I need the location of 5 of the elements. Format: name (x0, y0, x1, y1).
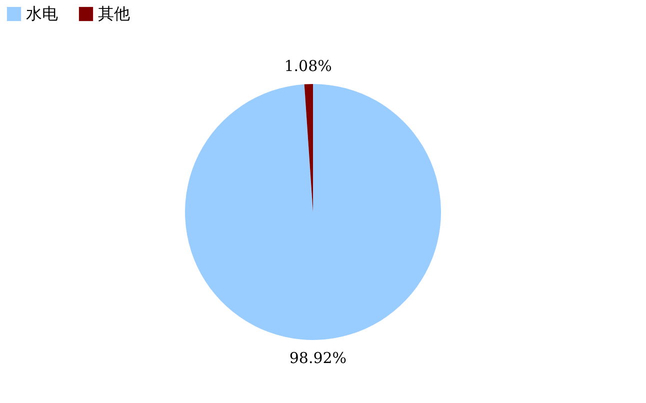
data-label: 98.92% (289, 348, 347, 367)
legend-label: 其他 (98, 4, 130, 23)
legend-label: 水电 (26, 4, 58, 23)
data-label: 1.08% (284, 57, 332, 76)
pie-slice (185, 84, 441, 340)
